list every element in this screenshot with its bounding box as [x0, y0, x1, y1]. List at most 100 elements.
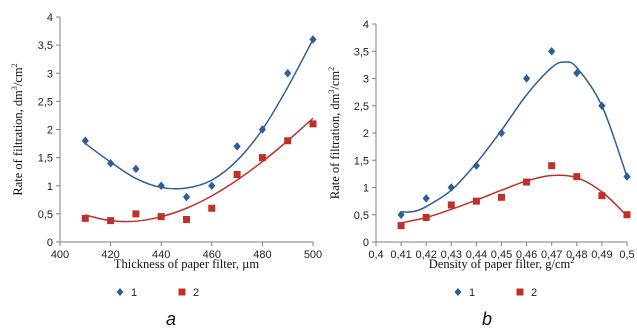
y-tick-label: 1,5 — [38, 153, 53, 165]
x-axis-title: Thickness of paper filter, µm — [114, 257, 259, 271]
y-tick-label: 0,5 — [38, 209, 53, 221]
data-point-series-1 — [157, 181, 165, 190]
y-tick-label: 4 — [363, 19, 369, 31]
data-point-series-2 — [623, 211, 631, 219]
y-tick-label: 0,5 — [354, 210, 369, 222]
trendline-series-2 — [85, 117, 314, 223]
y-axis-title-main: Rate of filtration, dm — [11, 90, 25, 196]
data-point-series-2 — [447, 201, 455, 209]
data-point-series-2 — [523, 178, 531, 186]
data-point-series-1 — [523, 74, 531, 83]
x-tick-label: 480 — [253, 249, 271, 261]
data-point-series-2 — [284, 137, 292, 145]
x-tick-label: 0,5 — [619, 249, 634, 261]
y-tick-label: 0 — [363, 237, 369, 249]
x-axis-title-main: Thickness of paper filter, µm — [114, 257, 259, 271]
data-point-series-1 — [447, 183, 455, 192]
data-point-series-1 — [309, 35, 317, 44]
x-tick-label: 440 — [152, 249, 170, 261]
x-tick-label: 420 — [101, 249, 119, 261]
y-tick-label: 1 — [47, 181, 53, 193]
y-tick-label: 3,5 — [38, 40, 53, 52]
data-point-series-1 — [422, 194, 430, 203]
chart-panel-b: 0 0,5 1 1,5 2 2,5 3 3,5 4 0,4 0,41 0,42 0,43 0,44 0,45… — [327, 19, 635, 329]
y-tick-label: 3 — [363, 74, 369, 86]
legend-marker-series-1 — [116, 288, 124, 296]
data-point-series-1 — [208, 181, 216, 190]
y-tick-label: 2 — [47, 125, 53, 137]
x-axis-title: Density of paper filter, g/cm2 — [429, 256, 574, 271]
data-point-series-1 — [598, 101, 606, 110]
y-axis-title-exp: 2 — [327, 67, 336, 71]
x-tick-label: 0,47 — [541, 249, 562, 261]
data-point-series-1 — [472, 161, 480, 170]
data-point-series-2 — [573, 173, 581, 181]
data-point-series-2 — [107, 217, 115, 225]
legend-marker-series-1 — [454, 288, 462, 296]
data-point-series-1 — [573, 68, 581, 78]
legend-marker-series-2 — [516, 288, 524, 296]
x-axis-title-main: Density of paper filter, g/cm — [429, 257, 571, 271]
x-axis-title-exp: 2 — [570, 256, 574, 265]
data-point-series-2 — [233, 171, 241, 178]
data-point-series-2 — [472, 197, 480, 205]
data-point-series-2 — [309, 120, 317, 128]
data-point-series-2 — [548, 162, 556, 170]
data-point-series-1 — [132, 164, 140, 174]
data-point-series-1 — [107, 159, 115, 168]
data-point-series-2 — [598, 192, 606, 200]
data-point-series-1 — [81, 136, 89, 145]
legend-marker-series-2 — [178, 288, 186, 296]
data-point-series-1 — [258, 125, 266, 134]
y-tick-label: 3,5 — [354, 46, 369, 58]
y-axis-title-exp: 3 — [10, 86, 19, 90]
x-tick-label: 500 — [304, 249, 322, 261]
x-tick-label: 0,45 — [491, 249, 512, 261]
data-point-series-1 — [548, 47, 556, 56]
x-tick-label: 0,44 — [466, 249, 487, 261]
x-tick-label: 0,41 — [390, 249, 411, 261]
x-tick-label: 0,4 — [368, 249, 383, 261]
legend-label-series-1: 1 — [469, 287, 475, 299]
y-tick-label: 4 — [47, 12, 53, 24]
y-tick-label: 3 — [47, 68, 53, 80]
data-point-series-2 — [258, 154, 266, 162]
y-tick-label: 1 — [363, 183, 369, 195]
trendline-series-1 — [401, 61, 628, 213]
x-tick-label: 0,43 — [441, 249, 462, 261]
y-axis-title-exp: 3 — [327, 90, 336, 94]
x-tick-label: 0,42 — [415, 249, 436, 261]
y-tick-label: 1,5 — [354, 155, 369, 167]
x-tick-label: 0,49 — [591, 249, 612, 261]
data-point-series-1 — [397, 210, 405, 219]
data-point-series-2 — [157, 213, 165, 221]
panel-label: a — [166, 309, 176, 329]
y-tick-label: 2 — [363, 128, 369, 140]
legend-label-series-1: 1 — [131, 287, 137, 299]
x-tick-label: 0,46 — [516, 249, 537, 261]
data-point-series-1 — [182, 192, 191, 202]
data-point-series-1 — [284, 69, 292, 78]
y-axis-title: Rate of filtration, dm3/cm2 — [327, 67, 342, 199]
data-point-series-1 — [623, 172, 631, 181]
y-tick-label: 2,5 — [354, 101, 369, 113]
x-tick-label: 460 — [203, 249, 221, 261]
trendline-series-1 — [84, 39, 314, 190]
x-tick-label: 0,48 — [566, 249, 587, 261]
chart-panel-a: 0 0,5 1 1,5 2 2,5 3 3,5 4 400 420 440 460 480 500 Rate … — [10, 12, 322, 329]
panel-label: b — [482, 309, 492, 329]
data-point-series-2 — [208, 204, 216, 212]
data-point-series-2 — [132, 210, 140, 218]
data-point-series-1 — [497, 128, 506, 138]
data-point-series-2 — [183, 216, 190, 223]
y-axis-title-main: Rate of filtration, dm — [328, 93, 342, 199]
data-point-series-2 — [81, 214, 89, 222]
x-tick-label: 400 — [51, 249, 69, 261]
y-tick-label: 0 — [47, 237, 53, 249]
y-axis-title-exp: 2 — [10, 63, 19, 67]
trendline-series-2 — [400, 174, 628, 224]
y-axis-title-unit: /cm — [11, 67, 25, 86]
data-point-series-2 — [397, 222, 405, 230]
y-tick-label: 2,5 — [38, 96, 53, 108]
